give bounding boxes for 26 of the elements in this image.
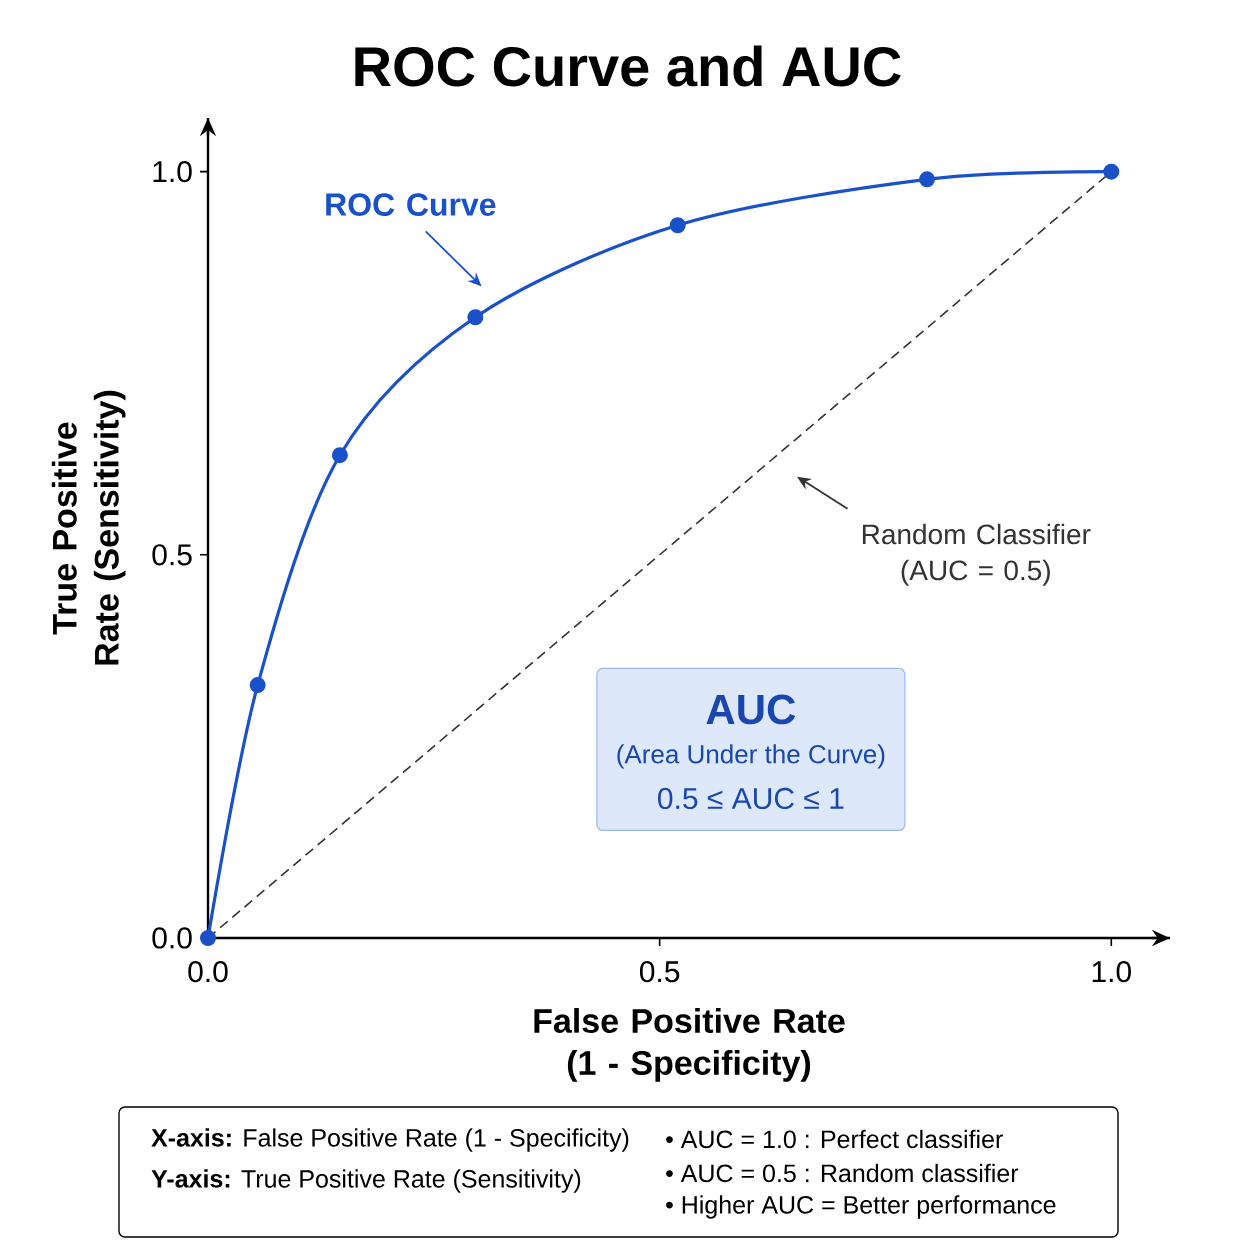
annotation: (Area Under the Curve) <box>617 744 885 769</box>
y-tick-label: 0.5 <box>152 544 192 566</box>
text: X-axis: False Positive Rate (1 - Specificity) <box>151 1128 629 1152</box>
y-tick-label: 1.0 <box>153 161 192 183</box>
text: • AUC = 0.5 : Random classifier <box>666 1163 1019 1183</box>
x-tick-label: 0.5 <box>639 961 680 983</box>
annotation: 0.5 ≤ AUC ≤ 1 <box>658 787 844 810</box>
text: • Higher AUC = Better performance <box>666 1195 1056 1219</box>
y-tick-label: 0.0 <box>152 927 192 949</box>
text: • AUC = 1.0 : Perfect classifier <box>666 1129 1003 1149</box>
point <box>919 171 936 188</box>
x-axis-title: False Positive Rate (1 - Specificity) <box>534 1008 845 1082</box>
point <box>200 929 216 946</box>
text: Random Classifier (AUC = 0.5) <box>862 523 1091 586</box>
point <box>467 309 484 326</box>
annotation: AUC <box>706 694 796 725</box>
point <box>249 677 266 694</box>
point <box>1103 163 1120 180</box>
text: Y-axis: True Positive Rate (Sensitivity) <box>151 1169 581 1193</box>
point <box>331 447 348 464</box>
x-tick-label: 0.0 <box>188 961 228 983</box>
text: ROC Curve <box>326 193 496 216</box>
y-axis-title: True Positive Rate (Sensitivity) <box>51 390 126 665</box>
chart-title: ROC Curve and AUC <box>355 45 901 87</box>
point <box>669 217 686 234</box>
x-tick-label: 1.0 <box>1092 961 1131 983</box>
